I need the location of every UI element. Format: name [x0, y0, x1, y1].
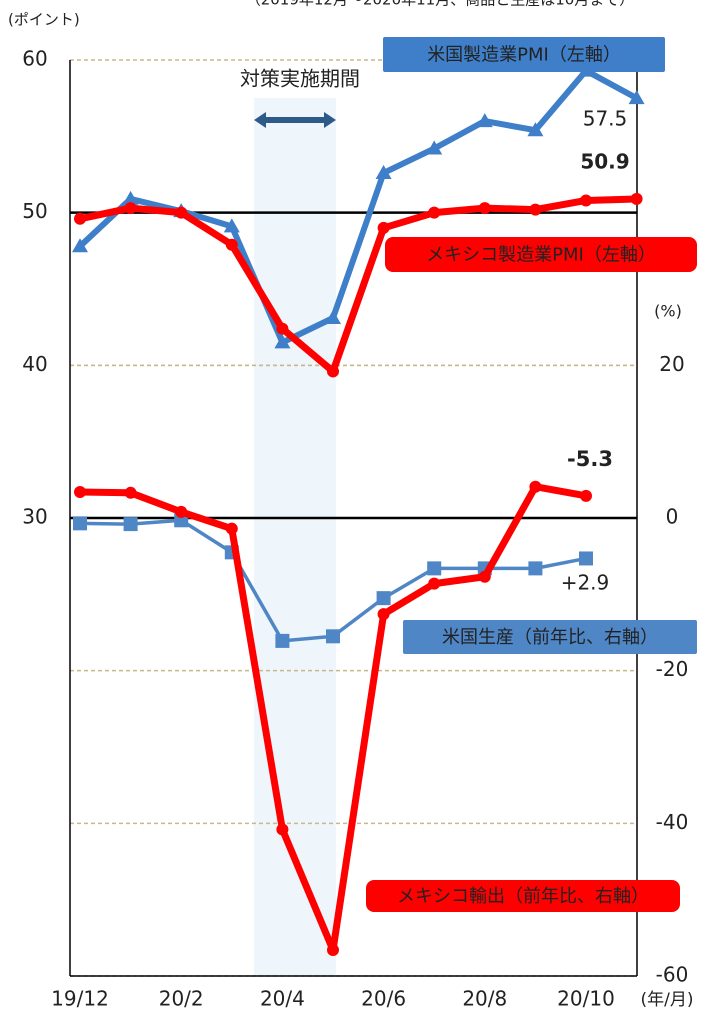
marker [123, 517, 138, 532]
marker [225, 238, 238, 251]
subtitle: （2019年12月～2020年11月、商品と生産は10月まで） [246, 0, 635, 9]
marker [476, 113, 493, 128]
marker [630, 192, 643, 205]
marker [74, 212, 86, 225]
data-label: -5.3 [567, 447, 613, 471]
marker [580, 489, 592, 502]
x-tick-label: 20/6 [361, 987, 406, 1011]
marker [580, 194, 592, 207]
marker [174, 513, 189, 528]
y2-axis-label: (%) [654, 302, 682, 321]
marker [628, 90, 645, 105]
legend-label: メキシコ製造業PMI（左軸） [426, 245, 656, 266]
annotation: 対策実施期間 [240, 67, 360, 91]
data-label: 57.5 [583, 107, 628, 131]
marker [478, 570, 491, 583]
marker [375, 164, 392, 179]
x-axis-label: (年/月) [641, 990, 694, 1010]
marker [326, 629, 340, 644]
y2-tick-label: 20 [659, 352, 684, 376]
data-label: +2.9 [561, 571, 610, 595]
marker [427, 561, 442, 576]
marker [274, 334, 291, 349]
marker [478, 202, 491, 215]
marker [225, 522, 238, 535]
period-arrow [254, 112, 336, 128]
legend-box [403, 620, 697, 654]
marker [276, 322, 289, 335]
marker [72, 238, 88, 253]
marker [175, 206, 188, 219]
marker [527, 122, 544, 137]
marker [428, 577, 441, 590]
y-tick-label: 50 [22, 199, 47, 223]
marker [175, 505, 188, 518]
marker [377, 608, 390, 621]
marker [276, 823, 289, 836]
y-tick-label: 60 [22, 47, 47, 71]
x-tick-label: 19/12 [51, 987, 109, 1011]
legend-box [385, 237, 697, 272]
y-tick-label: 40 [22, 352, 47, 376]
marker [426, 140, 443, 155]
marker [73, 516, 87, 531]
data-label: 50.9 [580, 150, 629, 174]
marker [122, 190, 139, 205]
legend-label: メキシコ輸出（前年比、右軸） [397, 886, 649, 907]
marker [74, 486, 86, 499]
y-tick-label: 30 [22, 505, 47, 529]
marker [579, 551, 593, 566]
series-line [79, 195, 637, 375]
marker [325, 310, 341, 325]
legend-box [383, 37, 665, 72]
y2-tick-label: -20 [656, 657, 689, 681]
y2-tick-label: -60 [656, 963, 689, 987]
marker [223, 218, 240, 233]
marker [327, 365, 339, 378]
marker [528, 561, 543, 576]
x-tick-label: 20/8 [462, 987, 507, 1011]
y-axis-label: (ポイント) [8, 11, 80, 29]
x-tick-label: 20/2 [159, 987, 204, 1011]
legend-label: 米国生産（前年比、右軸） [442, 627, 658, 648]
marker [428, 206, 441, 219]
x-tick-label: 20/4 [260, 987, 305, 1011]
legend-label: 米国製造業PMI（左軸） [427, 45, 621, 66]
period-band [254, 98, 336, 976]
marker [529, 480, 542, 493]
y2-tick-label: -40 [656, 810, 689, 834]
marker [327, 944, 339, 957]
marker [377, 221, 390, 234]
marker [124, 486, 137, 499]
marker [529, 203, 542, 216]
legend-box [366, 880, 680, 912]
marker [124, 202, 137, 215]
marker [275, 633, 290, 648]
marker [376, 591, 391, 606]
x-tick-label: 20/10 [557, 987, 615, 1011]
y2-tick-label: 0 [666, 505, 679, 529]
